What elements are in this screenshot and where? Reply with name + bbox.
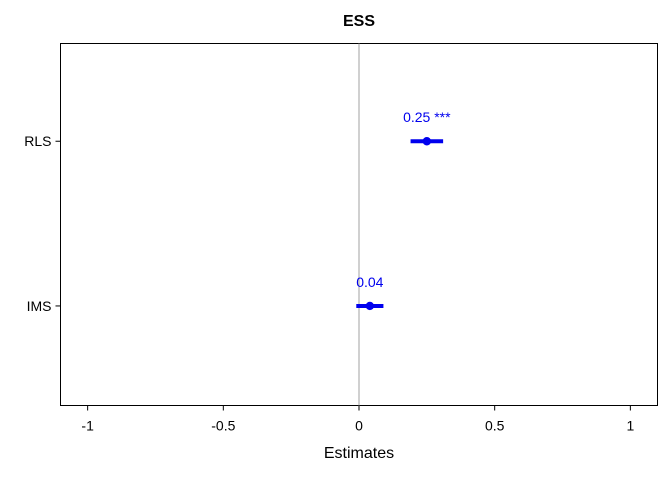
y-tick-label-rls: RLS (24, 133, 51, 149)
x-tick-label: 0 (355, 418, 363, 434)
x-axis-label: Estimates (324, 445, 394, 462)
x-axis: -1 -0.5 0 0.5 1 (81, 405, 634, 434)
estimate-marks: 0.25 *** 0.04 (356, 109, 451, 311)
data-label-rls: 0.25 *** (403, 109, 451, 125)
y-axis: RLS IMS (24, 133, 61, 314)
data-label-ims: 0.04 (356, 274, 383, 290)
y-tick-label-ims: IMS (27, 298, 52, 314)
x-tick-label: -0.5 (211, 418, 235, 434)
x-tick-label: 0.5 (485, 418, 505, 434)
x-tick-label: -1 (81, 418, 94, 434)
x-tick-label: 1 (626, 418, 634, 434)
estimate-point-rls (422, 137, 432, 146)
estimate-point-ims (365, 301, 375, 311)
chart-title: ESS (343, 13, 375, 30)
